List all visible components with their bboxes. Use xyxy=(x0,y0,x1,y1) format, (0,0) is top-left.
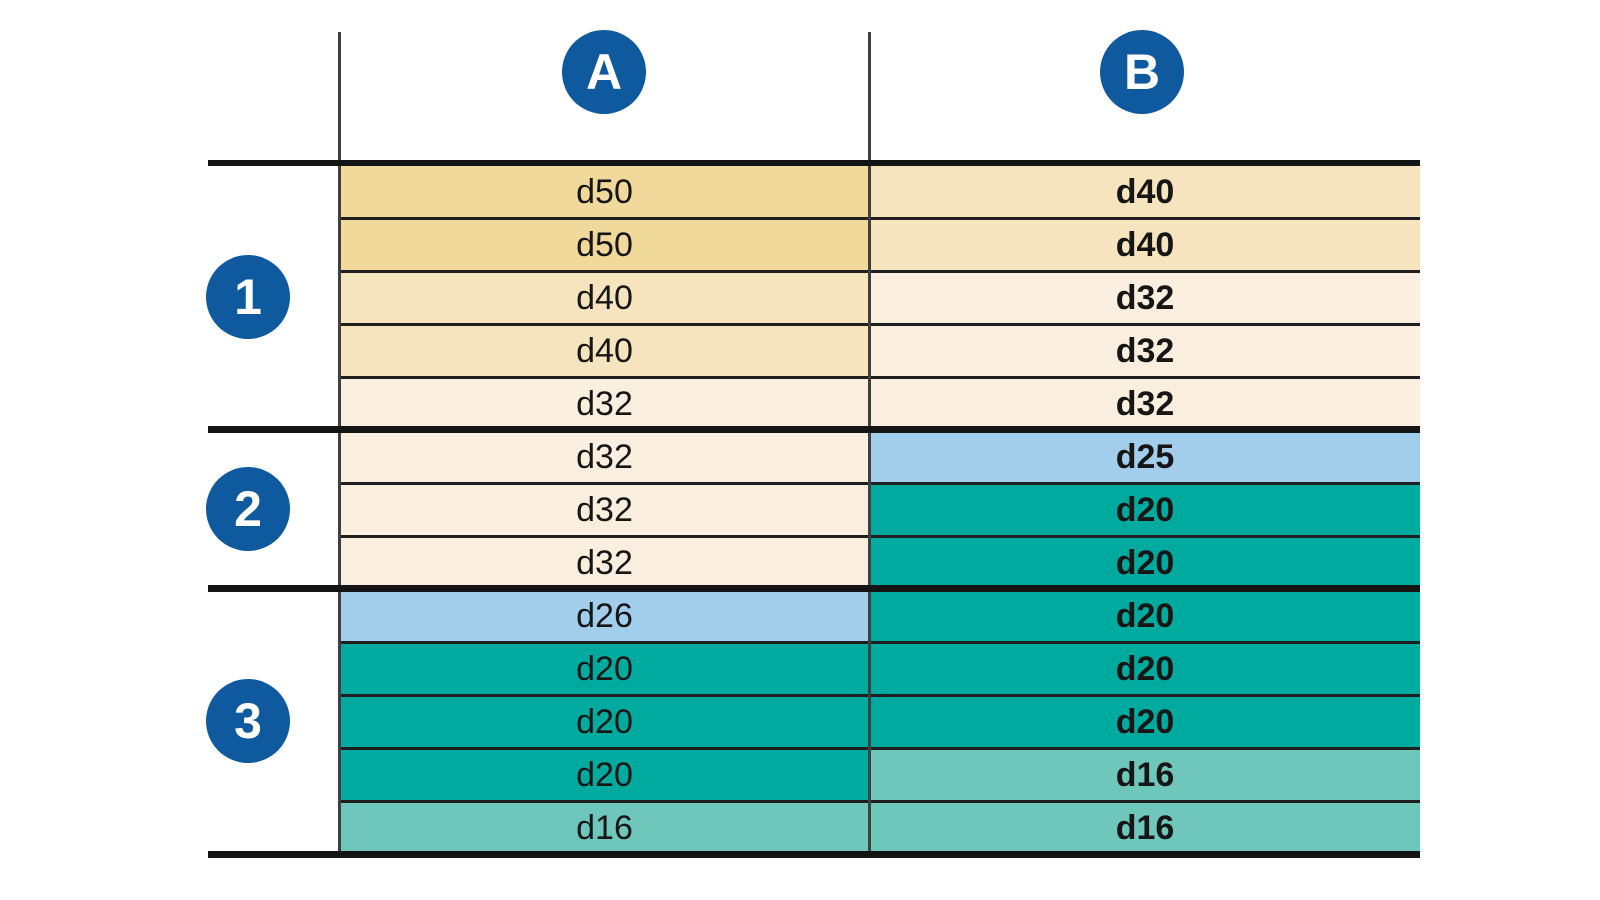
row-separator xyxy=(339,481,1420,485)
row-separator xyxy=(339,216,1420,220)
cell-b-d32: d32 xyxy=(870,377,1420,430)
group-2-badge: 2 xyxy=(206,467,290,551)
cell-a-d26: d26 xyxy=(339,589,870,642)
table-row: d50 d40 xyxy=(339,218,1420,271)
table-row: d32 d25 xyxy=(339,430,1420,483)
table-row: d32 d20 xyxy=(339,536,1420,589)
cell-b-d20: d20 xyxy=(870,695,1420,748)
cell-a-d16: d16 xyxy=(339,801,870,854)
row-separator xyxy=(339,693,1420,697)
cell-a-d32: d32 xyxy=(339,430,870,483)
group-1-2-rule xyxy=(208,426,1420,433)
cell-b-d32: d32 xyxy=(870,324,1420,377)
table-bottom-rule xyxy=(208,851,1420,858)
table-row: d32 d32 xyxy=(339,377,1420,430)
cell-b-d16: d16 xyxy=(870,801,1420,854)
cell-a-d20: d20 xyxy=(339,642,870,695)
cell-a-d32: d32 xyxy=(339,483,870,536)
cell-a-d32: d32 xyxy=(339,377,870,430)
table-row: d40 d32 xyxy=(339,324,1420,377)
cell-b-d40: d40 xyxy=(870,165,1420,218)
table-row: d32 d20 xyxy=(339,483,1420,536)
cell-b-d20: d20 xyxy=(870,536,1420,589)
table-row: d16 d16 xyxy=(339,801,1420,854)
row-separator xyxy=(339,534,1420,538)
row-separator xyxy=(339,640,1420,644)
column-a-left-divider xyxy=(338,32,341,855)
table-row: d20 d20 xyxy=(339,695,1420,748)
cell-a-d20: d20 xyxy=(339,748,870,801)
row-separator xyxy=(339,269,1420,273)
table-row: d40 d32 xyxy=(339,271,1420,324)
table-row: d20 d16 xyxy=(339,748,1420,801)
cell-b-d20: d20 xyxy=(870,642,1420,695)
cell-a-d50: d50 xyxy=(339,218,870,271)
cell-a-d40: d40 xyxy=(339,271,870,324)
table-rows: d50 d40 d50 d40 d40 d32 d40 d32 d32 d32 d32 d25 d32 d… xyxy=(339,165,1420,854)
row-separator xyxy=(339,322,1420,326)
cell-a-d50: d50 xyxy=(339,165,870,218)
cell-a-d20: d20 xyxy=(339,695,870,748)
table-row: d26 d20 xyxy=(339,589,1420,642)
group-3-badge: 3 xyxy=(206,679,290,763)
column-a-b-divider xyxy=(868,32,871,855)
cell-a-d40: d40 xyxy=(339,324,870,377)
cell-b-d25: d25 xyxy=(870,430,1420,483)
column-a-badge: A xyxy=(562,30,646,114)
table-row: d20 d20 xyxy=(339,642,1420,695)
row-separator xyxy=(339,375,1420,379)
row-separator xyxy=(339,799,1420,803)
cell-b-d20: d20 xyxy=(870,483,1420,536)
cell-b-d32: d32 xyxy=(870,271,1420,324)
group-1-badge: 1 xyxy=(206,255,290,339)
group-2-3-rule xyxy=(208,585,1420,592)
cell-b-d20: d20 xyxy=(870,589,1420,642)
cell-b-d16: d16 xyxy=(870,748,1420,801)
table-row: d50 d40 xyxy=(339,165,1420,218)
cell-b-d40: d40 xyxy=(870,218,1420,271)
column-b-badge: B xyxy=(1100,30,1184,114)
cell-a-d32: d32 xyxy=(339,536,870,589)
row-separator xyxy=(339,746,1420,750)
table-top-rule xyxy=(208,160,1420,166)
